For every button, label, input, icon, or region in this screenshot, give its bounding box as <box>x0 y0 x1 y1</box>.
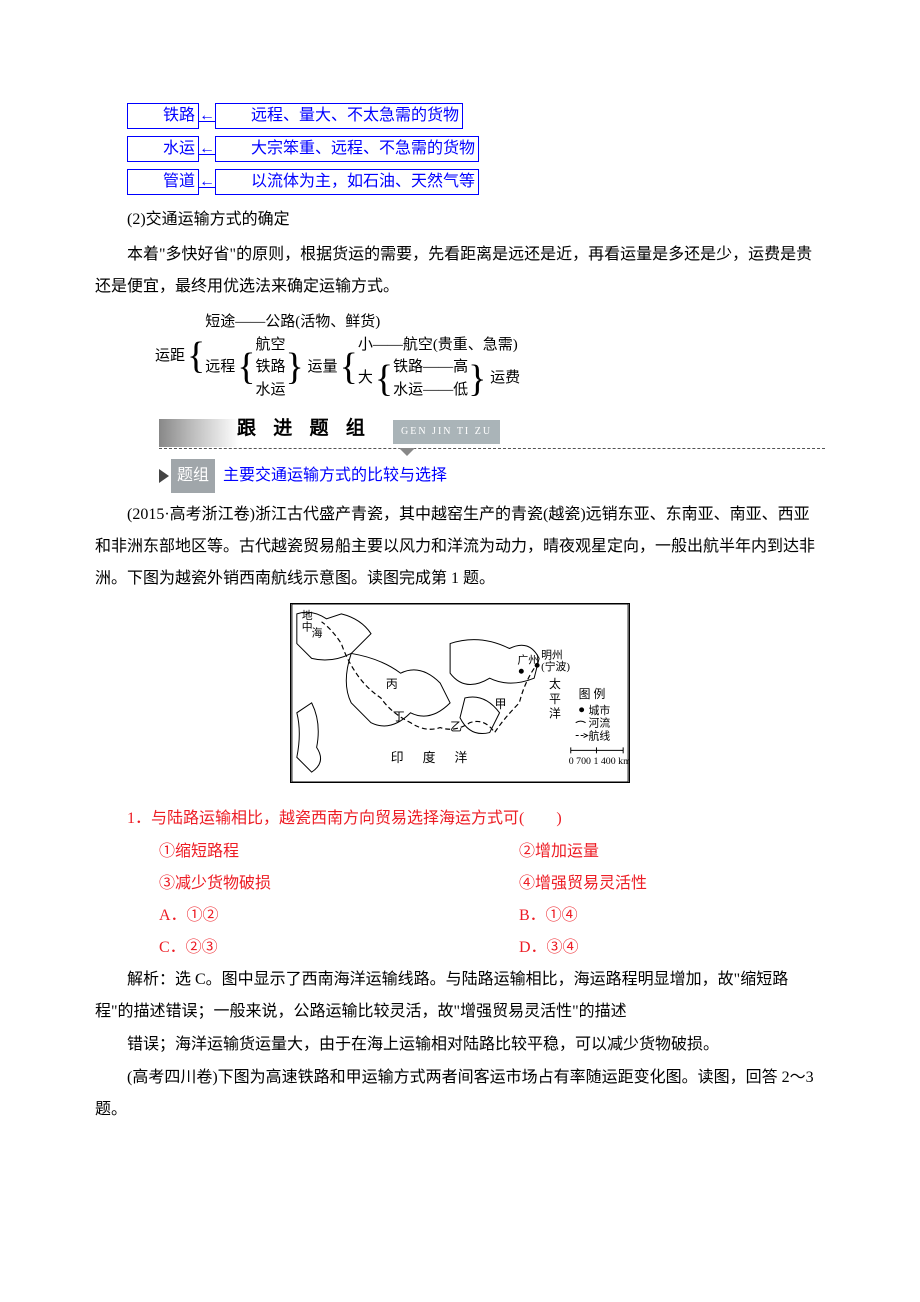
q1-opt-a: ①缩短路程 <box>159 836 519 868</box>
long-item-2: 水运 <box>256 379 286 402</box>
q1-analysis: 解析：选 C。图中显示了西南海洋运输线路。与陆路运输相比，海运路程明显增加，故"… <box>95 964 825 1028</box>
q1-opts-row2: ③减少货物破损 ④增强贸易灵活性 <box>159 868 825 900</box>
brace-icon: { <box>187 311 205 401</box>
brace-icon: } <box>468 356 486 401</box>
q1-opt-b: ②增加运量 <box>519 836 599 868</box>
vol-small: 小——航空(贵重、急需) <box>358 334 520 357</box>
svg-text:洋: 洋 <box>549 707 561 721</box>
pipe-arrow: ← <box>199 173 215 190</box>
subhead-topic: 主要交通运输方式的比较与选择 <box>223 460 447 492</box>
rail-label: 铁路 <box>127 107 199 124</box>
formula-short: 短途——公路(活物、鲜货) <box>205 311 520 334</box>
method-heading: (2)交通运输方式的确定 <box>95 204 825 236</box>
q1-opt-c: ③减少货物破损 <box>159 868 519 900</box>
brace-icon: { <box>237 334 255 402</box>
map-indian: 印 度 洋 <box>391 750 476 765</box>
method-body: 本着"多快好省"的原则，根据货运的需要，先看距离是远还是近，再看运量是多还是少，… <box>95 239 825 303</box>
big-item-0: 铁路——高 <box>393 356 468 379</box>
q1-opts-row1: ①缩短路程 ②增加运量 <box>159 836 825 868</box>
long-item-0: 航空 <box>256 334 286 357</box>
rule-rail: 铁路←远程、量大、不太急需的货物 <box>95 100 825 132</box>
map-svg: 地 中 海 明州 (宁波) 广州 太 平 洋 印 度 洋 甲 乙 丙 丁 图 例… <box>290 603 630 783</box>
passage2-intro: (高考四川卷)下图为高速铁路和甲运输方式两者间客运市场占有率随运距变化图。读图，… <box>95 1062 825 1126</box>
q1-choice-a[interactable]: A．①② <box>159 900 519 932</box>
node-a: 甲 <box>495 697 507 711</box>
brace-icon: } <box>286 334 304 402</box>
subhead: 题组 主要交通运输方式的比较与选择 <box>159 459 825 493</box>
map-figure: 地 中 海 明州 (宁波) 广州 太 平 洋 印 度 洋 甲 乙 丙 丁 图 例… <box>250 603 670 795</box>
chevron-down-icon <box>399 448 415 456</box>
q1-choice-b[interactable]: B．①④ <box>519 900 578 932</box>
node-b: 乙 <box>450 720 462 734</box>
section-title: 跟 进 题 组 <box>237 410 371 448</box>
subhead-box: 题组 <box>171 459 215 493</box>
q1-opt-d: ④增强贸易灵活性 <box>519 868 647 900</box>
legend-scale: 0 700 1 400 km <box>569 756 630 767</box>
water-arrow: ← <box>199 140 215 157</box>
pipe-desc: 以流体为主，如石油、天然气等 <box>215 173 479 190</box>
node-c: 丙 <box>386 677 398 691</box>
rail-desc: 远程、量大、不太急需的货物 <box>215 107 463 124</box>
long-item-1: 铁路 <box>256 356 286 379</box>
q1-choice-row2: C．②③ D．③④ <box>159 932 825 964</box>
gradient-decor <box>159 419 239 447</box>
map-ningbo: (宁波) <box>541 659 570 673</box>
map-medsea: 地 <box>302 609 313 622</box>
node-d: 丁 <box>393 710 405 724</box>
water-label: 水运 <box>127 140 199 157</box>
svg-text:海: 海 <box>312 626 323 640</box>
map-gz: 广州 <box>517 653 539 666</box>
root-label: 运距 <box>155 311 187 401</box>
legend-route: 航线 <box>589 728 611 742</box>
rule-water: 水运←大宗笨重、远程、不急需的货物 <box>95 133 825 165</box>
rail-arrow: ← <box>199 107 215 124</box>
legend-title: 图 例 <box>579 687 606 701</box>
long-label: 远程 <box>205 334 237 402</box>
section-sub: GEN JIN TI ZU <box>393 420 500 444</box>
q1-analysis2: 错误；海洋运输货运量大，由于在海上运输相对陆路比较平稳，可以减少货物破损。 <box>95 1029 825 1061</box>
svg-text:平: 平 <box>549 692 561 706</box>
pipe-label: 管道 <box>127 173 199 190</box>
legend-river: 河流 <box>589 716 611 730</box>
map-pacific: 太 <box>549 677 561 691</box>
section-header: 跟 进 题 组 GEN JIN TI ZU <box>159 415 825 449</box>
brace-icon: { <box>375 356 393 401</box>
brace-icon: { <box>340 334 358 402</box>
arrow-right-icon <box>159 469 169 483</box>
cost-label: 运费 <box>490 370 520 386</box>
q1-choice-c[interactable]: C．②③ <box>159 932 519 964</box>
q1-choice-d[interactable]: D．③④ <box>519 932 579 964</box>
q1-choice-row1: A．①② B．①④ <box>159 900 825 932</box>
legend-city: 城市 <box>589 703 611 717</box>
q1-stem: 1．与陆路运输相比，越瓷西南方向贸易选择海运方式可( ) <box>95 803 825 835</box>
passage1-intro: (2015·高考浙江卷)浙江古代盛产青瓷，其中越窑生产的青瓷(越瓷)远销东亚、东… <box>95 499 825 595</box>
vol-big-label: 大 <box>358 356 375 401</box>
map-ming: 明州 <box>541 648 563 661</box>
big-item-1: 水运——低 <box>393 379 468 402</box>
rule-pipe: 管道←以流体为主，如石油、天然气等 <box>95 166 825 198</box>
water-desc: 大宗笨重、远程、不急需的货物 <box>215 140 479 157</box>
transport-formula: 运距 { 短途——公路(活物、鲜货) 远程 { 航空 铁路 水运 } 运量 { <box>155 311 825 401</box>
vol-label: 运量 <box>308 334 340 402</box>
